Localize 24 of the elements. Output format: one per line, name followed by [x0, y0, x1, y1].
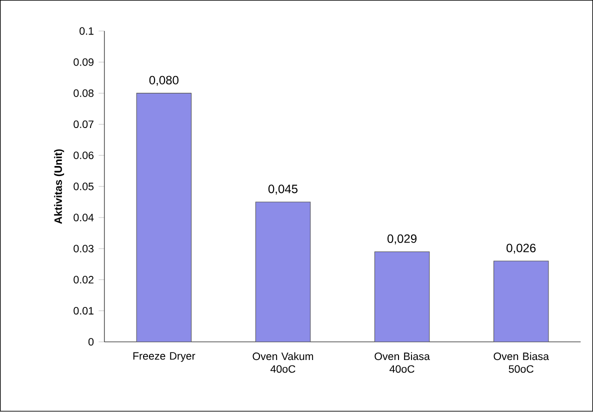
y-tick-label: 0.07 [74, 120, 94, 128]
y-tick-label: 0 [88, 338, 94, 346]
x-tick-label: Freeze Dryer [133, 352, 196, 362]
y-tick-label: 0.01 [74, 307, 94, 315]
y-tick-label: 0.04 [74, 214, 94, 222]
data-label: 0,026 [506, 244, 536, 254]
y-tick-label: 0.06 [74, 152, 94, 160]
x-tick-label: Oven Biasa 50oC [494, 352, 549, 373]
y-tick-label: 0.08 [74, 90, 94, 98]
data-label: 0,045 [268, 184, 298, 195]
y-axis-title: Aktivitas (Unit) [54, 150, 64, 224]
bar [494, 260, 549, 342]
x-tick-label: Oven Biasa 40oC [374, 352, 430, 373]
y-tick-label: 0.05 [74, 182, 94, 190]
bar [136, 93, 192, 342]
y-tick-label: 0.03 [74, 245, 94, 253]
x-tick-label: Oven Vakum 40oC [252, 352, 314, 373]
bar [255, 202, 311, 342]
y-tick-label: 0.09 [74, 58, 94, 66]
y-tick-label: 0.02 [74, 276, 94, 284]
y-tick-label: 0.1 [80, 27, 94, 36]
data-label: 0,029 [387, 234, 417, 245]
bar [374, 252, 430, 342]
data-label: 0,080 [149, 76, 178, 86]
